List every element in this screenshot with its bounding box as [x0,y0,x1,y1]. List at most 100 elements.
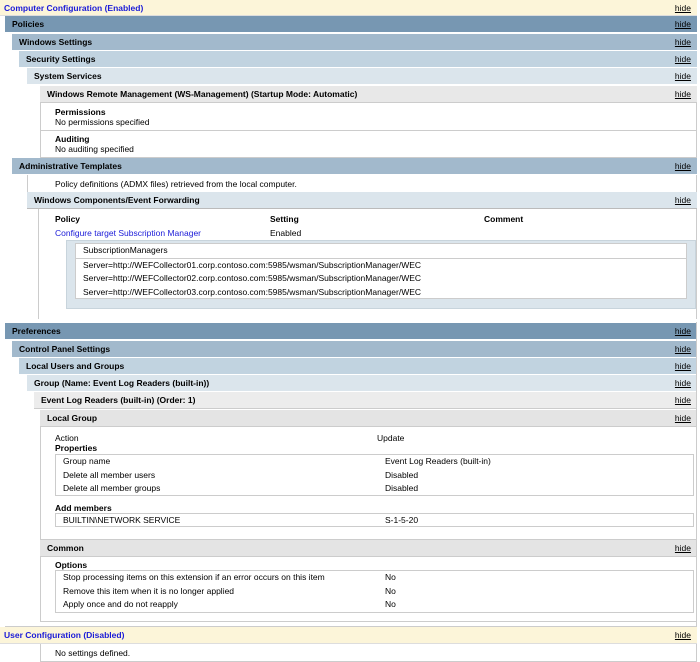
local-group-header: Local Group hide [40,410,697,427]
group-header: Group (Name: Event Log Readers (built-in… [27,375,697,392]
table-row: Remove this item when it is no longer ap… [56,585,693,599]
subscription-managers-panel: SubscriptionManagers Server=http://WEFCo… [66,240,696,309]
options-table: Stop processing items on this extension … [55,570,694,613]
table-row: BUILTIN\NETWORK SERVICE S-1-5-20 [56,514,693,526]
column-setting: Setting [270,214,299,224]
auditing-value: No auditing specified [55,144,134,154]
divider [41,130,696,131]
local-group-body: Action Update Properties Group name Event… [40,427,697,540]
properties-table: Group name Event Log Readers (built-in) D… [55,454,694,496]
preferences-title: Preferences [12,326,61,336]
policies-header: Policies hide [5,16,697,33]
member-name: BUILTIN\NETWORK SERVICE [63,515,181,525]
policies-title: Policies [12,19,45,29]
item-title: Event Log Readers (built-in) (Order: 1) [41,395,196,405]
common-body: Options Stop processing items on this ex… [40,557,697,622]
option-name: Stop processing items on this extension … [63,572,325,582]
service-title: Windows Remote Management (WS-Management… [47,89,358,99]
hide-link[interactable]: hide [674,630,691,640]
local-users-header: Local Users and Groups hide [19,358,697,375]
admin-templates-title: Administrative Templates [19,161,122,171]
members-table: BUILTIN\NETWORK SERVICE S-1-5-20 [55,513,694,527]
no-settings-text: No settings defined. [55,648,131,658]
item-header: Event Log Readers (built-in) (Order: 1) h… [34,392,697,409]
security-settings-header: Security Settings hide [19,51,697,68]
property-name: Delete all member users [63,469,156,480]
service-details: Permissions No permissions specified Aud… [40,103,697,158]
security-settings-title: Security Settings [26,54,96,64]
common-title: Common [47,543,84,553]
hide-link[interactable]: hide [674,37,691,47]
table-row: Delete all member groups Disabled [56,482,693,496]
hide-link[interactable]: hide [674,395,691,405]
option-name: Remove this item when it is no longer ap… [63,585,235,596]
local-group-title: Local Group [47,413,98,423]
control-panel-header: Control Panel Settings hide [12,341,697,358]
member-sid: S-1-5-20 [385,515,419,525]
table-row: Group name Event Log Readers (built-in) [56,455,693,469]
table-row: Delete all member users Disabled [56,469,693,483]
system-services-title: System Services [34,71,102,81]
control-panel-title: Control Panel Settings [19,344,111,354]
hide-link[interactable]: hide [674,71,691,81]
local-users-title: Local Users and Groups [26,361,125,371]
add-members-label: Add members [55,503,112,513]
preferences-header: Preferences hide [5,323,697,340]
system-services-header: System Services hide [27,68,697,85]
hide-link[interactable]: hide [674,89,691,99]
list-item: Server=http://WEFCollector03.corp.contos… [83,286,422,297]
group-title: Group (Name: Event Log Readers (built-in… [34,378,210,388]
table-row: Apply once and do not reapply No [56,598,693,612]
windows-settings-header: Windows Settings hide [12,34,697,51]
option-value: No [385,599,396,609]
hide-link[interactable]: hide [674,3,691,13]
hide-link[interactable]: hide [674,326,691,336]
service-header: Windows Remote Management (WS-Management… [40,86,697,103]
admin-templates-body [27,175,697,193]
admx-note: Policy definitions (ADMX files) retrieve… [55,179,297,189]
properties-label: Properties [55,443,98,453]
user-configuration-title: User Configuration (Disabled) [4,630,125,640]
options-label: Options [55,560,88,570]
list-item: Server=http://WEFCollector02.corp.contos… [83,273,422,283]
preferences-frame [5,322,697,627]
common-header: Common hide [40,540,697,557]
property-name: Delete all member groups [63,483,161,493]
hide-link[interactable]: hide [674,344,691,354]
table-row: Stop processing items on this extension … [56,571,693,585]
policy-setting: Enabled [270,228,302,238]
computer-configuration-title: Computer Configuration (Enabled) [4,3,144,13]
hide-link[interactable]: hide [674,19,691,29]
auditing-label: Auditing [55,134,90,144]
column-comment: Comment [484,214,524,224]
subscription-managers-list: SubscriptionManagers Server=http://WEFCo… [75,243,687,299]
hide-link[interactable]: hide [674,195,691,205]
property-value: Event Log Readers (built-in) [385,456,491,466]
permissions-label: Permissions [55,107,106,117]
action-value: Update [377,433,405,443]
property-name: Group name [63,456,111,466]
event-forwarding-body: Policy Setting Comment Configure target … [38,209,697,319]
windows-settings-title: Windows Settings [19,37,93,47]
policy-link[interactable]: Configure target Subscription Manager [55,228,201,238]
option-value: No [385,585,396,596]
property-value: Disabled [385,469,419,480]
hide-link[interactable]: hide [674,54,691,64]
list-header: SubscriptionManagers [76,244,686,259]
list-item: Server=http://WEFCollector01.corp.contos… [83,259,422,270]
property-value: Disabled [385,483,419,493]
event-forwarding-header: Windows Components/Event Forwarding hide [27,192,697,209]
event-forwarding-title: Windows Components/Event Forwarding [34,195,200,205]
hide-link[interactable]: hide [674,161,691,171]
hide-link[interactable]: hide [674,543,691,553]
admin-templates-header: Administrative Templates hide [12,158,697,175]
hide-link[interactable]: hide [674,413,691,423]
option-value: No [385,572,396,582]
hide-link[interactable]: hide [674,361,691,371]
hide-link[interactable]: hide [674,378,691,388]
computer-configuration-header: Computer Configuration (Enabled) hide [0,0,697,16]
column-policy: Policy [55,214,81,224]
option-name: Apply once and do not reapply [63,599,178,609]
user-configuration-body: No settings defined. [40,644,697,662]
action-label: Action [55,433,79,443]
